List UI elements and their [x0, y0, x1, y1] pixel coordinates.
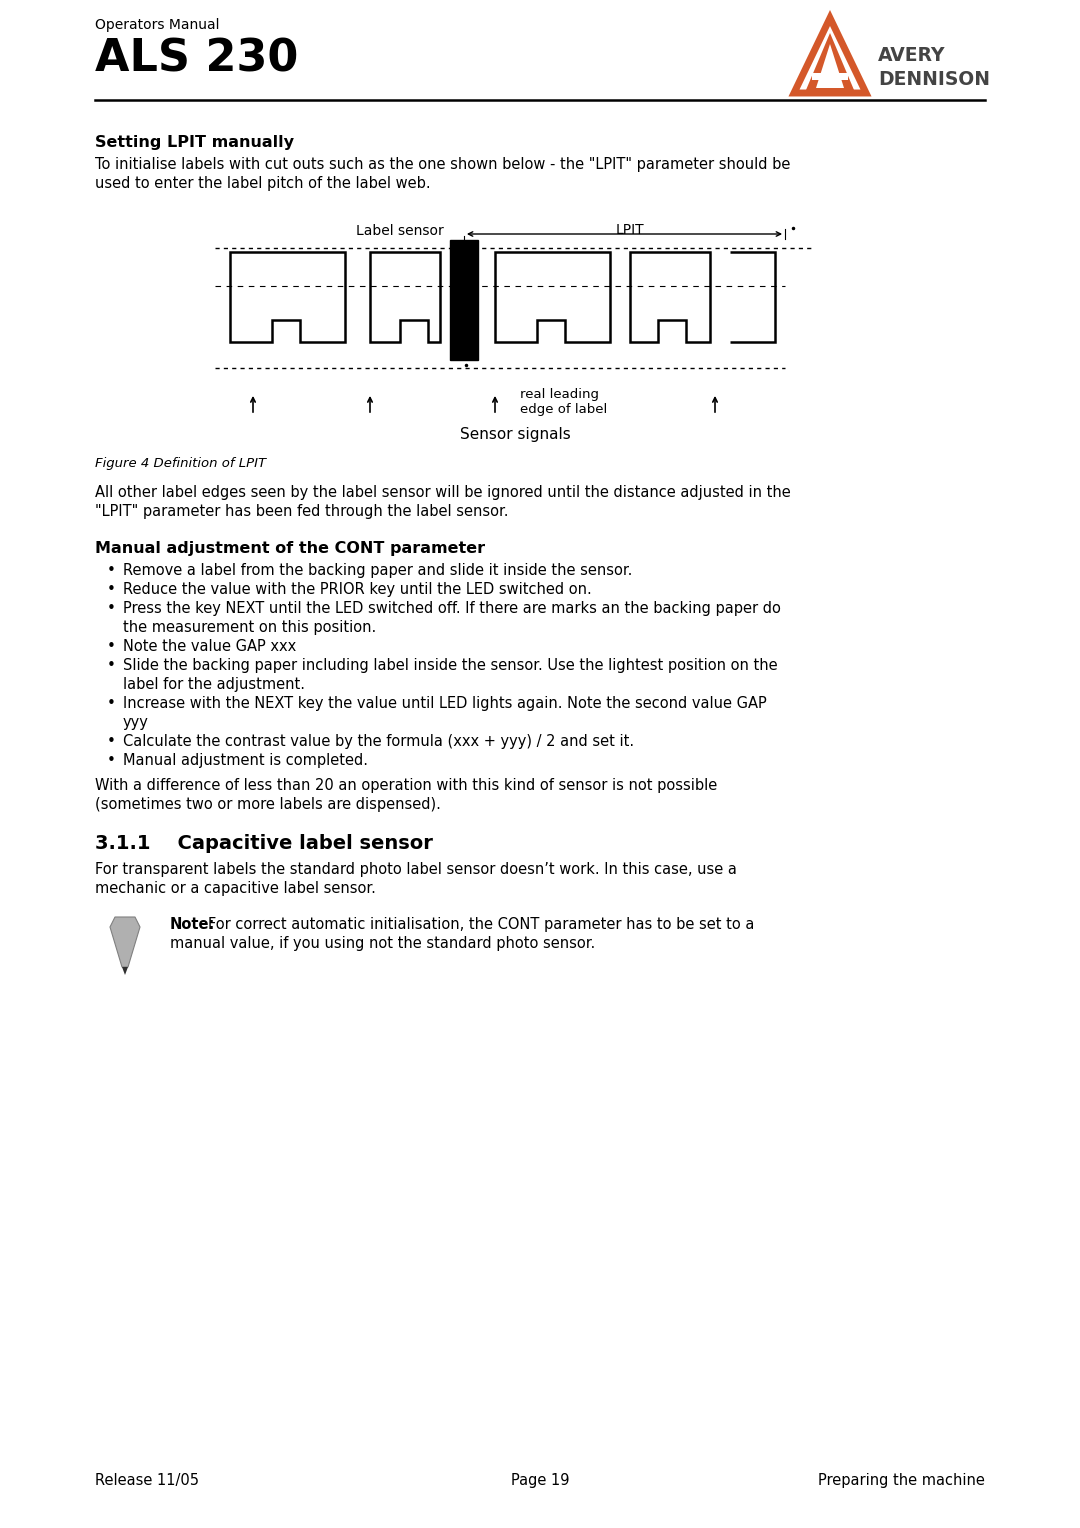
Text: •: • — [107, 753, 116, 769]
Text: Release 11/05: Release 11/05 — [95, 1473, 199, 1488]
Text: Manual adjustment of the CONT parameter: Manual adjustment of the CONT parameter — [95, 541, 485, 556]
Text: •: • — [107, 695, 116, 711]
Polygon shape — [816, 44, 843, 89]
Text: 3.1.1    Capacitive label sensor: 3.1.1 Capacitive label sensor — [95, 834, 433, 853]
Text: Operators Manual: Operators Manual — [95, 18, 219, 32]
Text: Press the key NEXT until the LED switched off. If there are marks an the backing: Press the key NEXT until the LED switche… — [123, 601, 781, 616]
Text: edge of label: edge of label — [519, 403, 607, 416]
Polygon shape — [122, 967, 129, 975]
Text: To initialise labels with cut outs such as the one shown below - the "LPIT" para: To initialise labels with cut outs such … — [95, 157, 791, 173]
Text: Preparing the machine: Preparing the machine — [819, 1473, 985, 1488]
Text: the measurement on this position.: the measurement on this position. — [123, 620, 376, 636]
Polygon shape — [730, 252, 775, 342]
Text: Note:: Note: — [170, 917, 215, 932]
Polygon shape — [230, 252, 345, 342]
Text: real leading: real leading — [519, 388, 599, 400]
Text: label for the adjustment.: label for the adjustment. — [123, 677, 305, 692]
Text: •: • — [107, 733, 116, 749]
Text: •: • — [107, 562, 116, 578]
Text: Manual adjustment is completed.: Manual adjustment is completed. — [123, 753, 368, 769]
Text: Figure 4 Definition of LPIT: Figure 4 Definition of LPIT — [95, 457, 266, 471]
Text: Page 19: Page 19 — [511, 1473, 569, 1488]
Text: (sometimes two or more labels are dispensed).: (sometimes two or more labels are dispen… — [95, 798, 441, 811]
Polygon shape — [495, 252, 610, 342]
Text: yyy: yyy — [123, 715, 149, 730]
Text: Reduce the value with the PRIOR key until the LED switched on.: Reduce the value with the PRIOR key unti… — [123, 582, 592, 597]
Bar — [812, 73, 848, 79]
Text: •: • — [107, 639, 116, 654]
Polygon shape — [110, 917, 140, 967]
Text: •: • — [107, 659, 116, 672]
Polygon shape — [370, 252, 440, 342]
Text: Sensor signals: Sensor signals — [460, 426, 570, 442]
Text: ALS 230: ALS 230 — [95, 38, 298, 81]
Text: Note the value GAP xxx: Note the value GAP xxx — [123, 639, 296, 654]
Text: Increase with the NEXT key the value until LED lights again. Note the second val: Increase with the NEXT key the value unt… — [123, 695, 767, 711]
Text: Calculate the contrast value by the formula (xxx + yyy) / 2 and set it.: Calculate the contrast value by the form… — [123, 733, 634, 749]
Polygon shape — [806, 34, 854, 90]
Text: For correct automatic initialisation, the CONT parameter has to be set to a: For correct automatic initialisation, th… — [208, 917, 754, 932]
Text: used to enter the label pitch of the label web.: used to enter the label pitch of the lab… — [95, 176, 431, 191]
Text: Slide the backing paper including label inside the sensor. Use the lightest posi: Slide the backing paper including label … — [123, 659, 778, 672]
Text: For transparent labels the standard photo label sensor doesn’t work. In this cas: For transparent labels the standard phot… — [95, 862, 737, 877]
Text: Label sensor: Label sensor — [356, 225, 444, 238]
Text: LPIT: LPIT — [616, 223, 644, 237]
Bar — [450, 240, 478, 361]
Text: DENNISON: DENNISON — [878, 70, 990, 89]
Text: •: • — [107, 582, 116, 597]
Text: Setting LPIT manually: Setting LPIT manually — [95, 134, 294, 150]
Text: "LPIT" parameter has been fed through the label sensor.: "LPIT" parameter has been fed through th… — [95, 504, 509, 520]
Text: •: • — [107, 601, 116, 616]
Text: Remove a label from the backing paper and slide it inside the sensor.: Remove a label from the backing paper an… — [123, 562, 633, 578]
Text: manual value, if you using not the standard photo sensor.: manual value, if you using not the stand… — [170, 937, 595, 950]
Text: mechanic or a capacitive label sensor.: mechanic or a capacitive label sensor. — [95, 882, 376, 895]
Text: All other label edges seen by the label sensor will be ignored until the distanc: All other label edges seen by the label … — [95, 484, 791, 500]
Text: With a difference of less than 20 an operation with this kind of sensor is not p: With a difference of less than 20 an ope… — [95, 778, 717, 793]
Text: AVERY: AVERY — [878, 46, 945, 66]
Polygon shape — [630, 252, 710, 342]
